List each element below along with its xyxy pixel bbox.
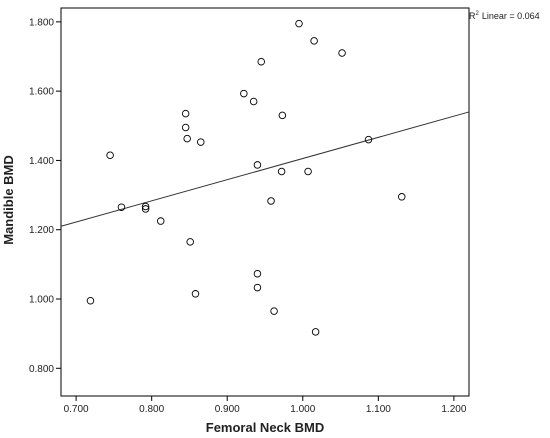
x-tick-label: 1.200 — [441, 404, 466, 415]
data-point — [311, 328, 320, 336]
data-point — [181, 109, 190, 118]
r2-annotation: R2 Linear = 0.064 — [469, 11, 540, 21]
data-point — [277, 167, 286, 176]
fit-line — [60, 111, 470, 227]
x-axis-title: Femoral Neck BMD — [206, 420, 324, 435]
data-point — [253, 269, 262, 278]
data-point — [106, 151, 114, 159]
data-point — [156, 217, 165, 225]
y-axis: 0.800 1.000 1.200 1.400 1.600 1.800 — [29, 17, 61, 375]
data-point — [310, 37, 318, 45]
y-tick-label: 1.400 — [29, 156, 54, 167]
data-point — [257, 57, 265, 66]
y-tick-label: 0.800 — [29, 364, 54, 375]
data-point — [191, 290, 200, 298]
x-axis: 0.700 0.800 0.900 1.000 1.100 1.200 — [64, 396, 467, 415]
data-point — [183, 134, 191, 143]
data-point — [267, 197, 275, 205]
data-point — [398, 193, 406, 201]
data-point — [249, 97, 258, 106]
data-points — [86, 19, 406, 336]
r2-annotation-sup: 2 — [476, 11, 480, 17]
y-tick-label: 1.200 — [29, 225, 54, 236]
x-tick-label: 0.900 — [215, 404, 240, 415]
y-axis-title: Mandible BMD — [1, 155, 16, 245]
data-point — [364, 135, 373, 144]
data-point — [181, 123, 190, 132]
data-point — [338, 49, 346, 57]
r2-annotation-label: Linear = 0.064 — [482, 11, 540, 21]
data-point — [270, 307, 278, 315]
x-tick-label: 1.100 — [366, 404, 391, 415]
y-tick-label: 1.000 — [29, 295, 54, 306]
data-point — [186, 238, 194, 246]
data-point — [141, 202, 150, 211]
data-point — [278, 111, 287, 120]
x-tick-label: 1.000 — [290, 404, 315, 415]
data-point — [253, 283, 262, 292]
data-point — [253, 161, 262, 169]
data-point — [141, 205, 150, 213]
r2-annotation-prefix: R — [469, 11, 476, 21]
x-tick-label: 0.700 — [64, 404, 89, 415]
plot-area — [60, 7, 470, 397]
data-point — [117, 203, 126, 211]
y-tick-label: 1.800 — [29, 17, 54, 28]
data-point — [240, 89, 248, 98]
data-point — [304, 167, 312, 176]
x-tick-label: 0.800 — [139, 404, 164, 415]
data-point — [197, 138, 205, 146]
data-point — [86, 296, 95, 305]
data-point — [295, 19, 303, 28]
y-tick-label: 1.600 — [29, 87, 54, 98]
